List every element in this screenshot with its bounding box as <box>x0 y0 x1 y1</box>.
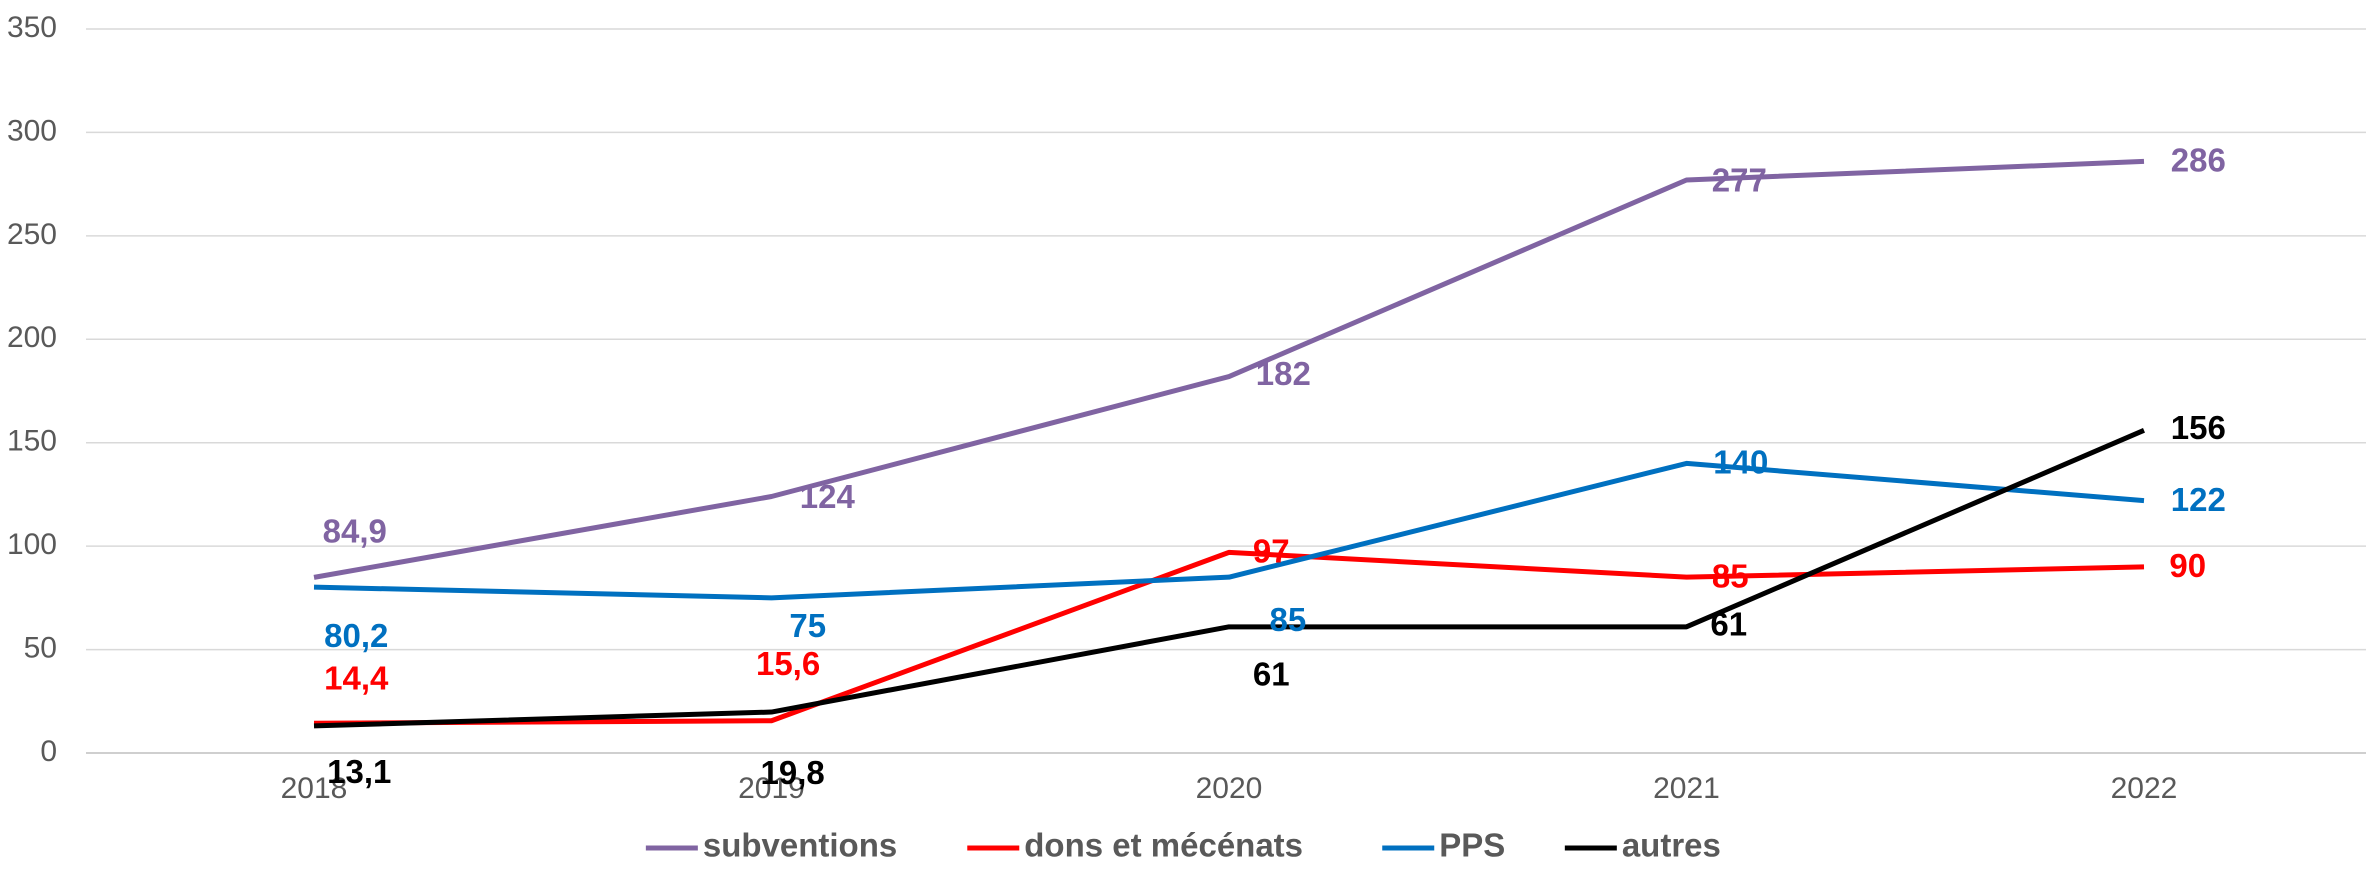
data-label: 61 <box>1710 606 1747 643</box>
data-label: 61 <box>1253 655 1290 692</box>
data-label: 286 <box>2171 142 2226 179</box>
data-label: 124 <box>800 478 856 515</box>
y-tick-label: 300 <box>7 114 57 147</box>
legend-label: autres <box>1622 827 1721 864</box>
y-tick-label: 150 <box>7 425 57 458</box>
x-tick-label: 2019 <box>738 772 805 805</box>
legend-label: subventions <box>703 827 897 864</box>
x-tick-label: 2021 <box>1653 772 1720 805</box>
series-line <box>313 460 2145 601</box>
data-label: 182 <box>1256 355 1311 392</box>
data-label: 97 <box>1253 533 1290 570</box>
series-line <box>313 428 2145 729</box>
data-label: 19,8 <box>761 754 825 791</box>
data-label: 122 <box>2171 481 2226 518</box>
legend-label: dons et mécénats <box>1024 827 1303 864</box>
y-tick-label: 250 <box>7 218 57 251</box>
data-label: 90 <box>2169 547 2206 584</box>
data-label: 156 <box>2171 409 2226 446</box>
x-tick-label: 2022 <box>2111 772 2178 805</box>
data-label: 13,1 <box>327 753 391 790</box>
y-tick-label: 100 <box>7 528 57 561</box>
data-label: 277 <box>1712 162 1767 199</box>
data-label: 80,2 <box>324 617 388 654</box>
y-tick-label: 350 <box>7 11 57 44</box>
x-tick-label: 2018 <box>281 772 348 805</box>
data-label: 85 <box>1712 557 1749 594</box>
data-label: 85 <box>1269 601 1306 638</box>
y-tick-label: 200 <box>7 321 57 354</box>
series-line <box>313 158 2145 580</box>
legend-label: PPS <box>1439 827 1505 864</box>
data-label: 140 <box>1713 444 1768 481</box>
data-label: 14,4 <box>324 660 389 697</box>
data-label: 15,6 <box>756 645 820 682</box>
data-label: 75 <box>789 607 826 644</box>
y-tick-label: 0 <box>40 735 57 768</box>
y-tick-label: 50 <box>24 631 57 664</box>
series-line <box>313 549 2145 726</box>
x-tick-label: 2020 <box>1196 772 1263 805</box>
data-label: 84,9 <box>323 512 387 549</box>
